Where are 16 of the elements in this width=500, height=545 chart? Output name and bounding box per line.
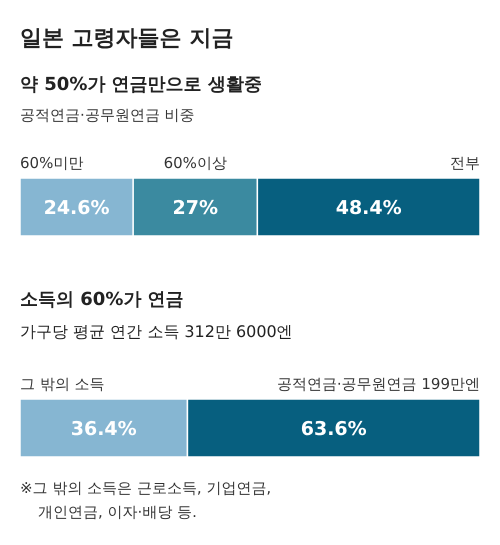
- text: ※그 밖의 소득은 근로소득, 기업연금, 개인연금, 이자·배당 등.: [20, 479, 272, 521]
- data-label: 24.6%: [44, 197, 110, 219]
- chart-subtitle: 가구당 평균 연간 소득 312만 6000엔: [20, 322, 293, 341]
- data-label: 63.6%: [300, 418, 367, 440]
- series-label: 전부: [450, 154, 480, 172]
- series-label: 60%미만: [20, 154, 84, 172]
- chart-title: 일본 고령자들은 지금: [20, 26, 234, 51]
- text: 공적연금·공무원연금 비중: [20, 106, 195, 124]
- chart-title: 소득의 60%가 연금: [20, 289, 184, 310]
- data-label: 27%: [172, 197, 218, 219]
- data-label: 48.4%: [336, 197, 402, 219]
- chart-subtitle: 약 50%가 연금만으로 생활중: [20, 74, 262, 95]
- series-label: 그 밖의 소득: [20, 375, 105, 393]
- data-label: 36.4%: [70, 418, 137, 440]
- series-label: 60%이상: [164, 154, 227, 172]
- series-label: 공적연금·공무원연금 199만엔: [276, 375, 480, 393]
